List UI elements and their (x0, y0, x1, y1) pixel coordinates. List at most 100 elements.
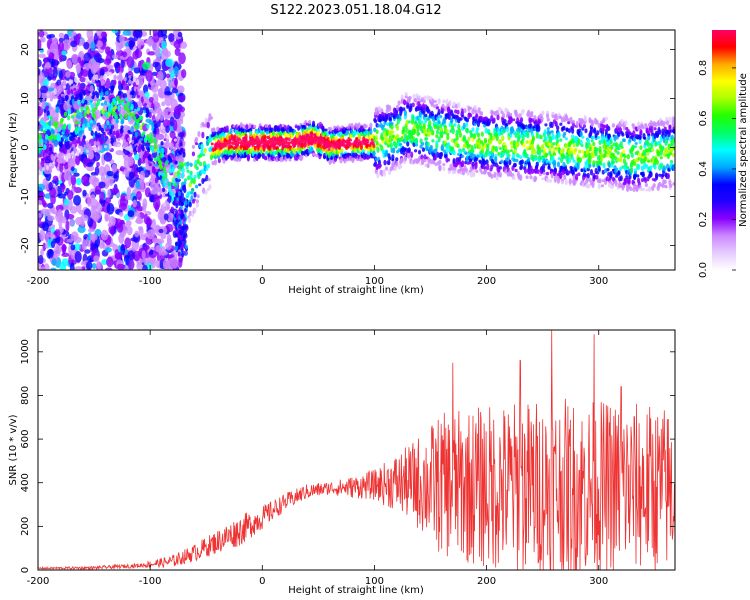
spectrogram-cell (63, 111, 68, 117)
spectrogram-cell (533, 149, 537, 155)
spectrogram-cell (388, 156, 392, 161)
spectrogram-cell (636, 163, 641, 171)
spectrogram-cell (52, 175, 59, 182)
spectrogram-cell (169, 157, 173, 164)
spectrogram-cell (580, 144, 584, 147)
spectrogram-cell (89, 99, 93, 103)
spectrogram-cell (96, 209, 102, 219)
spectrogram-cell (395, 134, 400, 139)
spectrogram-cell (545, 113, 550, 119)
spectrogram-cell (433, 99, 437, 103)
spectrogram-cell (162, 119, 171, 128)
spectrogram-cell (150, 132, 154, 138)
spectrogram-cell (609, 139, 613, 145)
spectrogram-cell (81, 175, 90, 186)
spectrogram-cell (169, 70, 176, 79)
spectrogram-cell (87, 228, 96, 233)
spectrogram-cell (85, 162, 94, 168)
spectrogram-cell (159, 166, 163, 170)
spectrogram-cell (421, 147, 426, 152)
spectrogram-cell (180, 161, 185, 169)
spectrogram-cell (148, 111, 152, 119)
spectrogram-cell (102, 80, 106, 85)
spectrogram-cell (557, 132, 561, 138)
spectrogram-cell (73, 194, 82, 206)
spectrogram-cell (592, 160, 596, 166)
spectrogram-cell (104, 247, 112, 253)
spectrogram-cell (507, 154, 511, 157)
spectrogram-cell (407, 147, 411, 154)
spectrogram-cell (649, 165, 653, 169)
spectrogram-cell (124, 194, 133, 201)
spectrogram-cell (50, 240, 56, 249)
spectrogram-cell (79, 76, 86, 83)
spectrogram-cell (554, 120, 558, 127)
spectrogram-cell (512, 175, 516, 181)
spectrogram-cell (152, 166, 156, 173)
spectrogram-cell (646, 152, 650, 156)
spectrogram-cell (578, 149, 582, 154)
spectrogram-cell (60, 118, 64, 122)
spectrogram-cell (67, 123, 72, 130)
spectrogram-cell (134, 230, 140, 238)
spectrogram-cell (388, 105, 392, 112)
spectrogram-cell (647, 135, 651, 141)
spectrogram-cell (63, 171, 71, 181)
spectrogram-cell (551, 111, 555, 116)
spectrogram-cell (110, 124, 115, 130)
spectrogram-cell (552, 152, 557, 156)
spectrogram-cell (572, 159, 576, 163)
spectrogram-cell (141, 250, 146, 260)
spectrogram-cell (471, 127, 475, 132)
spectrogram-cell (59, 147, 64, 153)
spectrogram-cell (49, 116, 53, 121)
spectrogram-cell (468, 113, 473, 118)
spectrogram-cell (162, 258, 171, 270)
spectrogram-cell (442, 166, 446, 171)
spectrogram-cell (173, 138, 177, 142)
spectrogram-cell (439, 114, 443, 119)
spectrogram-cell (157, 192, 161, 196)
spectrogram-cell (303, 124, 307, 130)
spectrogram-cell (104, 214, 109, 221)
spectrogram-cell (170, 213, 174, 218)
spectrogram-cell (564, 137, 568, 141)
spectrogram-cell (64, 162, 69, 170)
spectrogram-cell (169, 130, 176, 139)
spectrogram-cell (53, 245, 61, 258)
spectrogram-cell (80, 105, 84, 113)
spectrogram-cell (47, 249, 54, 258)
spectrogram-cell (50, 227, 56, 234)
spectrogram-cell (41, 101, 46, 107)
spectrogram-cell (38, 59, 42, 68)
spectrogram-cell (625, 166, 630, 169)
spectrogram-cell (600, 158, 604, 162)
spectrogram-cell (93, 140, 97, 146)
spectrogram-cell (592, 142, 596, 146)
spectrogram-cell (40, 138, 44, 145)
spectrogram-cell (99, 191, 106, 201)
spectrogram-cell (577, 172, 581, 177)
spectrogram-cell (38, 199, 43, 206)
spectrogram-cell (172, 146, 177, 152)
spectrogram-cell (86, 109, 90, 115)
spectrogram-cell (619, 141, 623, 145)
spectrogram-cell (587, 183, 591, 188)
spectrogram-cell (121, 80, 126, 86)
spectrogram-cell (70, 136, 74, 139)
spectrogram-cell (160, 246, 166, 257)
spectrogram-cell (76, 149, 80, 157)
spectrogram-cell (410, 151, 414, 159)
spectrogram-cell (501, 112, 506, 118)
spectrogram-cell (165, 58, 174, 68)
spectrogram-cell (88, 145, 93, 152)
spectrogram-cell (411, 114, 415, 122)
spectrogram-cell (519, 155, 523, 159)
spectrogram-cell (44, 127, 48, 132)
spectrogram-cell (501, 135, 505, 142)
spectrogram-cell (70, 114, 75, 119)
spectrogram-cell (118, 90, 122, 96)
spectrogram-cell (649, 171, 653, 178)
spectrogram-cell (389, 142, 393, 150)
spectrogram-cell (122, 51, 128, 58)
